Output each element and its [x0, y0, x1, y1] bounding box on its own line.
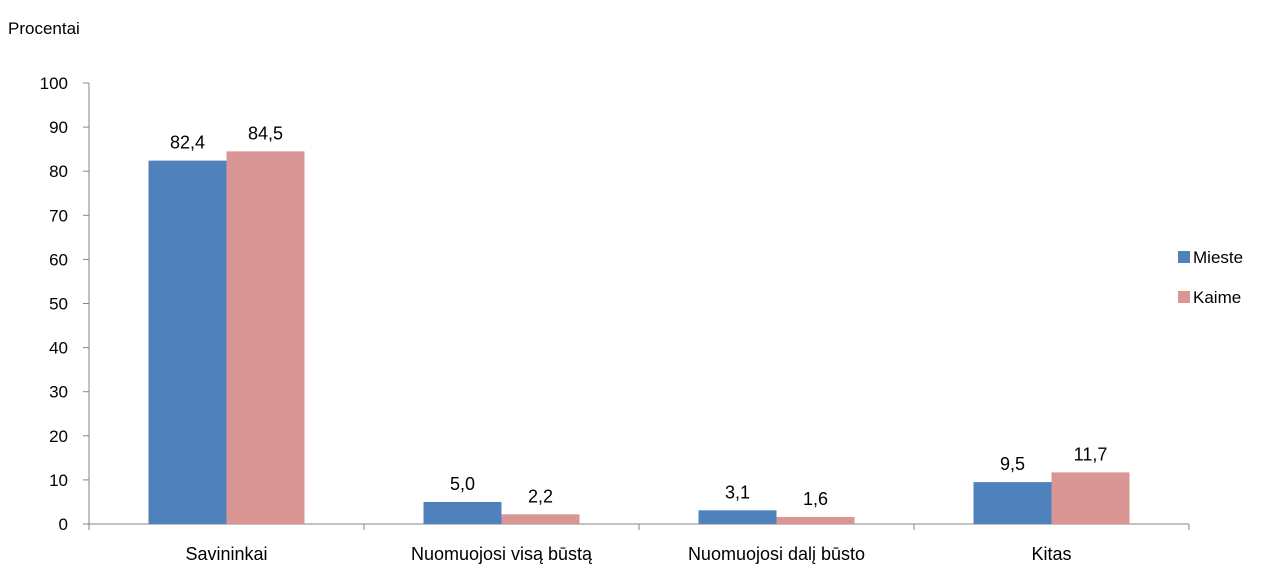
axes: 0 10 20 30 40 50 60 70 80 90 100 Savininkai Nuomuojo…: [40, 74, 1190, 564]
x-category-label: Nuomuojosi visą būstą: [411, 544, 593, 564]
data-label: 9,5: [1000, 454, 1025, 474]
y-tick-label: 10: [49, 471, 68, 490]
bar: [1051, 472, 1130, 524]
bars: 82,4 5,0 3,1 9,5 84,5 2,2 1,6 11,7: [148, 123, 1130, 525]
bar: [226, 151, 305, 525]
y-tick-label: 30: [49, 383, 68, 402]
y-tick-label: 50: [49, 295, 68, 314]
x-category-label: Kitas: [1031, 544, 1071, 564]
y-tick-label: 0: [59, 515, 68, 534]
legend-swatch: [1178, 291, 1190, 303]
bar: [148, 160, 227, 524]
bar: [776, 516, 855, 524]
legend: Mieste Kaime: [1178, 248, 1243, 307]
data-label: 3,1: [725, 482, 750, 502]
y-tick-label: 40: [49, 339, 68, 358]
y-tick-label: 90: [49, 118, 68, 137]
y-axis-title: Procentai: [8, 19, 80, 38]
bar: [973, 482, 1052, 524]
legend-label: Kaime: [1193, 288, 1241, 307]
y-tick-label: 80: [49, 162, 68, 181]
data-label: 2,2: [528, 486, 553, 506]
bar: [501, 514, 580, 524]
data-label: 82,4: [170, 133, 205, 153]
y-tick-label: 70: [49, 206, 68, 225]
data-label: 84,5: [248, 123, 283, 143]
x-category-label: Savininkai: [185, 544, 267, 564]
x-category-label: Nuomuojosi dalį būsto: [688, 544, 865, 564]
y-tick-label: 60: [49, 250, 68, 269]
bar: [423, 501, 502, 524]
bar: [698, 510, 777, 524]
legend-label: Mieste: [1193, 248, 1243, 267]
data-label: 11,7: [1074, 444, 1108, 464]
y-tick-label: 20: [49, 427, 68, 446]
y-tick-label: 100: [40, 74, 68, 93]
data-label: 1,6: [803, 489, 828, 509]
legend-swatch: [1178, 251, 1190, 263]
data-label: 5,0: [450, 474, 475, 494]
